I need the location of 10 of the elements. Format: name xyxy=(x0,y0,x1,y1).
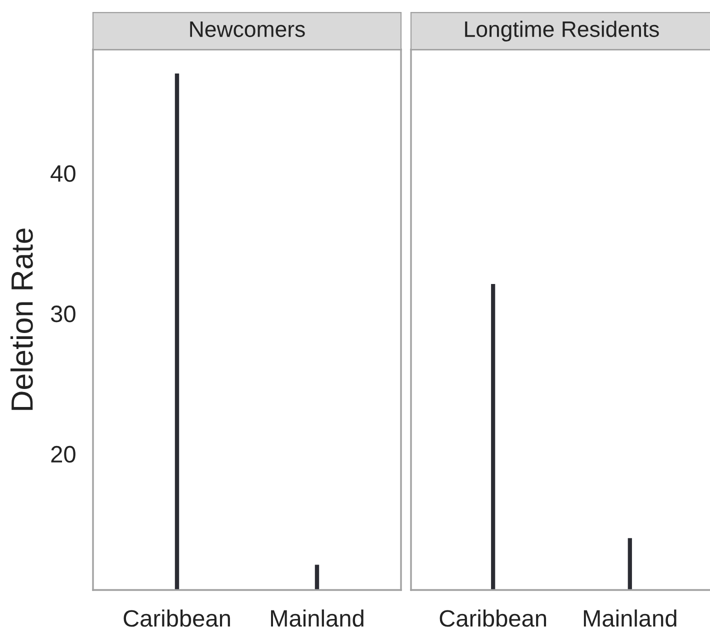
x-tick-label: Caribbean xyxy=(440,609,546,627)
x-tick-label: Mainland xyxy=(271,609,364,627)
x-tick-label: Caribbean xyxy=(124,609,230,627)
chart-title: Longtime Residents xyxy=(465,20,659,42)
y-tick-label: 20 xyxy=(51,446,76,463)
x-tick-label: Mainland xyxy=(584,609,676,627)
y-tick-label: 30 xyxy=(50,306,76,322)
y-axis-title: Deletion Rate xyxy=(10,228,33,410)
chart-title: Newcomers xyxy=(190,22,305,38)
y-tick-label: 40 xyxy=(50,165,76,182)
